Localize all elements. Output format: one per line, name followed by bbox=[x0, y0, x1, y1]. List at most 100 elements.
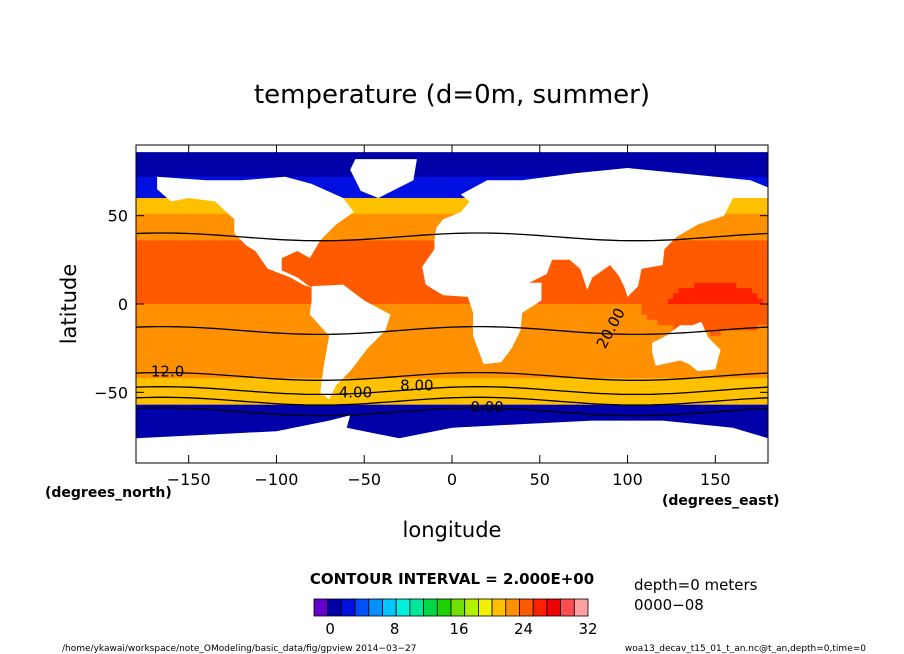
grid-cell bbox=[230, 309, 237, 316]
grid-cell bbox=[704, 224, 711, 231]
grid-cell bbox=[657, 304, 664, 310]
grid-cell bbox=[151, 155, 158, 162]
grid-cell bbox=[399, 261, 406, 268]
grid-cell bbox=[136, 198, 142, 204]
grid-cell bbox=[720, 160, 727, 167]
grid-cell bbox=[394, 346, 400, 353]
grid-cell bbox=[425, 224, 432, 231]
grid-cell bbox=[578, 335, 585, 342]
grid-cell bbox=[657, 282, 664, 289]
grid-cell bbox=[241, 293, 248, 300]
grid-cell bbox=[762, 277, 768, 284]
grid-cell bbox=[141, 298, 148, 305]
grid-cell bbox=[446, 166, 453, 173]
grid-cell bbox=[236, 160, 242, 167]
grid-cell bbox=[567, 351, 574, 358]
grid-cell bbox=[299, 266, 306, 273]
grid-cell bbox=[689, 277, 695, 284]
grid-cell bbox=[346, 187, 353, 194]
grid-cell bbox=[715, 282, 722, 289]
grid-cell bbox=[388, 309, 395, 316]
grid-cell bbox=[536, 304, 543, 310]
grid-cell bbox=[225, 235, 232, 241]
grid-cell bbox=[136, 362, 142, 369]
grid-cell bbox=[199, 198, 206, 204]
grid-cell bbox=[720, 219, 727, 226]
grid-cell bbox=[146, 341, 153, 347]
grid-cell bbox=[236, 319, 242, 326]
grid-cell bbox=[230, 171, 237, 178]
grid-cell bbox=[594, 272, 601, 279]
grid-cell bbox=[172, 288, 179, 294]
grid-cell bbox=[215, 256, 221, 263]
grid-cell bbox=[146, 319, 153, 326]
grid-cell bbox=[415, 272, 421, 279]
grid-cell bbox=[241, 240, 248, 247]
grid-cell bbox=[188, 346, 195, 353]
grid-cell bbox=[378, 224, 385, 231]
grid-cell bbox=[741, 240, 748, 247]
grid-cell bbox=[531, 319, 537, 326]
grid-cell bbox=[746, 150, 753, 157]
grid-cell bbox=[757, 346, 764, 353]
grid-cell bbox=[367, 229, 374, 236]
grid-cell bbox=[409, 208, 416, 215]
grid-cell bbox=[710, 150, 716, 157]
grid-cell bbox=[409, 319, 416, 326]
grid-cell bbox=[267, 314, 274, 321]
grid-cell bbox=[199, 160, 206, 167]
grid-cell bbox=[304, 171, 311, 178]
grid-cell bbox=[631, 351, 637, 358]
grid-cell bbox=[188, 288, 195, 294]
grid-cell bbox=[341, 160, 348, 167]
grid-cell bbox=[188, 171, 195, 178]
grid-cell bbox=[652, 277, 658, 284]
grid-cell bbox=[704, 229, 711, 236]
grid-cell bbox=[336, 224, 342, 231]
grid-cell bbox=[578, 314, 585, 321]
grid-cell bbox=[736, 298, 743, 305]
grid-cell bbox=[462, 309, 469, 316]
grid-cell bbox=[383, 266, 390, 273]
grid-cell bbox=[588, 293, 595, 300]
grid-cell bbox=[704, 160, 711, 167]
grid-cell bbox=[752, 277, 759, 284]
grid-cell bbox=[336, 277, 342, 284]
grid-cell bbox=[336, 166, 342, 173]
grid-cell bbox=[209, 362, 216, 369]
grid-cell bbox=[404, 319, 411, 326]
grid-cell bbox=[604, 319, 611, 326]
grid-cell bbox=[741, 219, 748, 226]
grid-cell bbox=[367, 298, 374, 305]
grid-cell bbox=[199, 240, 206, 247]
grid-cell bbox=[146, 245, 153, 252]
grid-cell bbox=[720, 256, 727, 263]
grid-cell bbox=[631, 288, 637, 294]
grid-cell bbox=[146, 277, 153, 284]
grid-cell bbox=[604, 298, 611, 305]
grid-cell bbox=[552, 341, 558, 347]
grid-cell bbox=[715, 155, 722, 162]
grid-cell bbox=[404, 256, 411, 263]
grid-cell bbox=[357, 266, 364, 273]
grid-cell bbox=[415, 293, 421, 300]
grid-cell bbox=[636, 160, 643, 167]
grid-cell bbox=[483, 171, 490, 178]
grid-cell bbox=[183, 150, 190, 157]
grid-cell bbox=[694, 256, 701, 263]
grid-cell bbox=[146, 293, 153, 300]
grid-cell bbox=[230, 176, 237, 183]
grid-cell bbox=[415, 325, 421, 332]
grid-cell bbox=[757, 235, 764, 241]
grid-cell bbox=[562, 272, 569, 279]
grid-cell bbox=[557, 341, 564, 347]
grid-cell bbox=[678, 288, 685, 294]
grid-cell bbox=[251, 256, 258, 263]
grid-cell bbox=[267, 298, 274, 305]
grid-cell bbox=[209, 335, 216, 342]
grid-cell bbox=[188, 314, 195, 321]
grid-cell bbox=[388, 240, 395, 247]
grid-cell bbox=[441, 362, 448, 369]
grid-cell bbox=[299, 171, 306, 178]
grid-cell bbox=[757, 224, 764, 231]
